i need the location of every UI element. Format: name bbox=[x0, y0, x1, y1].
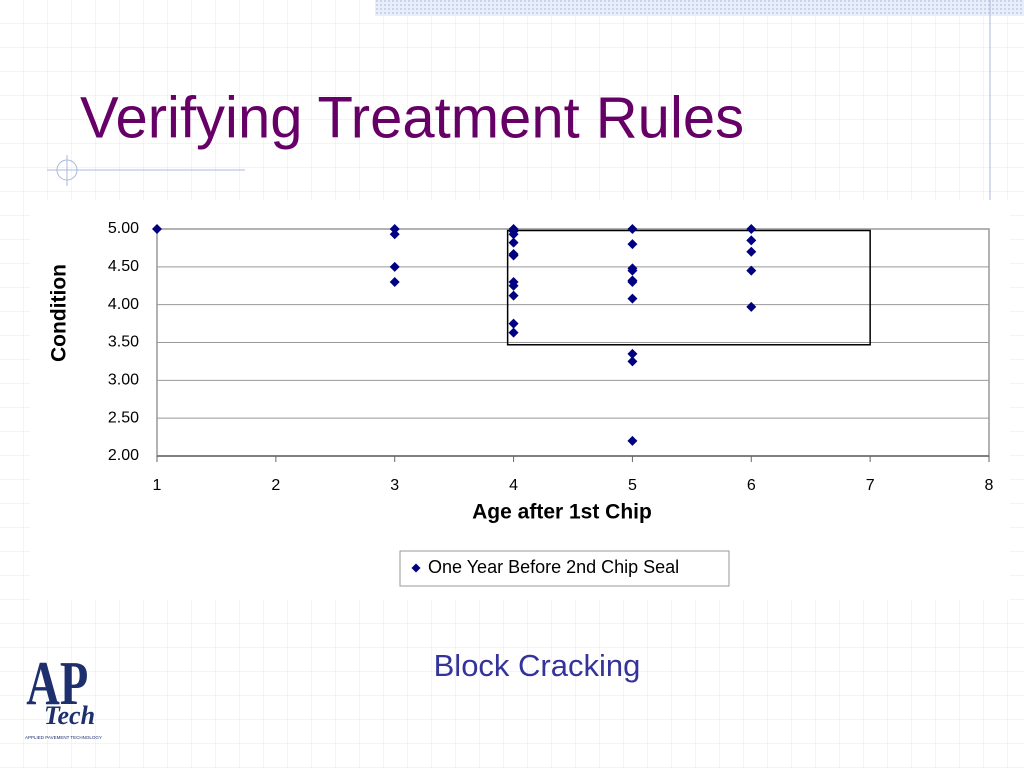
y-tick-label: 3.00 bbox=[108, 372, 139, 389]
y-tick-label: 4.00 bbox=[108, 296, 139, 313]
x-tick-label: 5 bbox=[628, 477, 637, 494]
point bbox=[508, 229, 519, 240]
y-tick-label: 3.50 bbox=[108, 334, 139, 351]
point bbox=[508, 327, 519, 338]
highlight-box bbox=[506, 229, 871, 346]
point bbox=[508, 237, 519, 248]
legend-box bbox=[399, 550, 730, 587]
x-tick-label: 8 bbox=[985, 477, 994, 494]
point bbox=[508, 280, 519, 291]
point bbox=[746, 224, 757, 234]
point bbox=[389, 229, 400, 240]
x-tick-label: 1 bbox=[153, 477, 162, 494]
slide-title: Verifying Treatment Rules bbox=[80, 85, 744, 150]
y-tick-label: 2.00 bbox=[108, 447, 139, 464]
logo: AP Tech APPLIED PAVEMENT TECHNOLOGY bbox=[25, 649, 102, 740]
point bbox=[389, 224, 400, 234]
y-tick-label: 4.50 bbox=[108, 258, 139, 275]
x-axis-label: Age after 1st Chip bbox=[472, 501, 652, 524]
x-tick-label: 3 bbox=[390, 477, 399, 494]
point bbox=[627, 293, 638, 304]
point bbox=[627, 265, 638, 276]
point bbox=[389, 276, 400, 287]
point bbox=[152, 224, 162, 234]
point bbox=[627, 239, 638, 250]
point bbox=[389, 261, 400, 272]
x-tick-label: 4 bbox=[509, 477, 518, 494]
point bbox=[627, 356, 638, 367]
y-tick-label: 5.00 bbox=[108, 220, 139, 237]
logo-script: Tech bbox=[44, 701, 95, 730]
point bbox=[627, 435, 638, 446]
logo-name: APPLIED PAVEMENT TECHNOLOGY bbox=[25, 735, 102, 740]
caption: Block Cracking bbox=[434, 648, 641, 683]
logo-mark: AP bbox=[26, 649, 88, 718]
point bbox=[746, 301, 757, 312]
point bbox=[746, 265, 757, 276]
point bbox=[508, 290, 519, 301]
y-tick-label: 2.50 bbox=[108, 409, 139, 426]
point bbox=[627, 348, 638, 359]
point bbox=[508, 318, 519, 329]
point bbox=[627, 224, 638, 234]
y-axis-label: Condition bbox=[48, 264, 71, 362]
point bbox=[746, 246, 757, 257]
point bbox=[746, 235, 757, 246]
point bbox=[508, 250, 519, 261]
legend-label: One Year Before 2nd Chip Seal bbox=[428, 557, 679, 577]
top-band bbox=[375, 0, 1024, 16]
x-tick-label: 2 bbox=[271, 477, 280, 494]
point bbox=[627, 276, 638, 287]
x-tick-label: 7 bbox=[866, 477, 875, 494]
x-tick-label: 6 bbox=[747, 477, 756, 494]
chart: 2.00 2.50 3.00 3.50 4.00 4.50 5.00 1 2 3 4 5 6 7 8 Age … bbox=[48, 220, 994, 587]
legend-marker bbox=[411, 563, 421, 573]
